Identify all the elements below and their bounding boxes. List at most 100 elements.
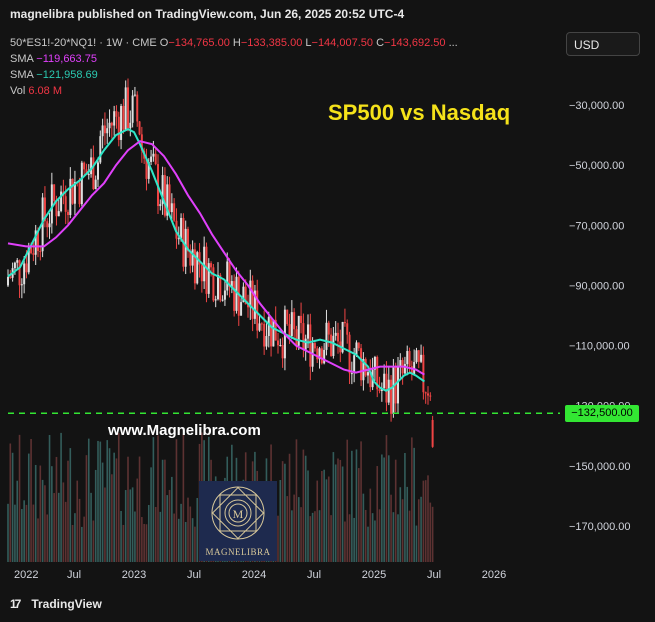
volume-bar <box>74 513 76 562</box>
volume-bar <box>397 514 399 562</box>
sma-lines <box>7 127 425 392</box>
volume-bar <box>173 513 175 562</box>
volume-bar <box>281 461 284 562</box>
volume-bar <box>385 435 388 562</box>
candle-body <box>73 182 76 204</box>
legend-sma-slow-row[interactable]: SMA −121,958.69 <box>10 67 458 83</box>
volume-bar <box>92 520 95 562</box>
candle-body <box>189 251 192 266</box>
volume-bar <box>7 503 9 562</box>
close-value: −143,692.50 <box>384 37 446 49</box>
footer-brand[interactable]: 17 TradingView <box>10 597 102 611</box>
candle-body <box>110 122 113 126</box>
volume-bar <box>16 480 19 562</box>
candle-body <box>117 116 120 140</box>
candle-body <box>34 230 37 255</box>
candle-body <box>260 323 263 325</box>
candle-body <box>177 238 180 240</box>
candle-body <box>13 262 16 269</box>
high-value: −133,385.00 <box>240 37 303 49</box>
candle-body <box>265 336 268 347</box>
candle-body <box>196 252 199 284</box>
open-value: −134,765.00 <box>168 37 230 49</box>
candle-body <box>122 105 125 130</box>
candle-body <box>240 302 243 316</box>
volume-bar <box>369 488 372 562</box>
volume-bar <box>147 504 150 562</box>
sma-line <box>7 140 425 376</box>
volume-bar <box>348 514 351 562</box>
candle-body <box>120 105 123 140</box>
candle-body <box>406 351 409 365</box>
volume-bar <box>57 492 60 562</box>
candle-body <box>85 169 88 175</box>
volume-bar <box>334 464 337 562</box>
legend-sma-fast-row[interactable]: SMA −119,663.75 <box>10 51 458 67</box>
candle-body <box>288 324 291 337</box>
currency-button[interactable]: USD <box>566 32 640 56</box>
volume-bar <box>108 448 111 562</box>
volume-value: 6.08 M <box>28 85 62 97</box>
volume-bar <box>87 438 90 562</box>
volume-bar <box>344 521 346 562</box>
volume-bar <box>64 501 67 562</box>
candle-body <box>69 178 72 215</box>
volume-bar <box>387 455 390 562</box>
y-tick-label: −50,000.00 <box>569 160 624 172</box>
x-tick-label: Jul <box>187 569 201 581</box>
volume-bar <box>14 504 16 562</box>
volume-bar <box>177 518 180 562</box>
candle-body <box>304 338 307 350</box>
candle-body <box>20 284 23 286</box>
candle-body <box>249 280 252 308</box>
volume-bar <box>346 439 349 562</box>
volume-bar <box>21 509 23 562</box>
y-tick-label: −110,000.00 <box>569 341 630 353</box>
candle-body <box>92 157 95 190</box>
chart-title: SP500 vs Nasdaq <box>328 100 511 125</box>
candle-body <box>330 334 333 356</box>
candle-body <box>267 317 270 337</box>
candle-body <box>108 122 111 129</box>
volume-bar <box>390 494 392 562</box>
candle-body <box>203 246 206 282</box>
volume-bar <box>351 450 353 562</box>
candle-body <box>43 197 46 222</box>
sma-line <box>7 127 425 392</box>
low-value: −144,007.50 <box>311 37 373 49</box>
candle-body <box>353 355 356 374</box>
candle-body <box>25 263 28 273</box>
candle-body <box>161 175 164 205</box>
volume-bar <box>83 516 85 562</box>
volume-bar <box>374 520 376 562</box>
volume-bar <box>189 506 192 562</box>
candle-body <box>403 364 406 374</box>
legend-ohlc-row[interactable]: 50*ES1!-20*NQ1! · 1W · CME O−134,765.00 … <box>10 35 458 51</box>
candle-body <box>237 276 240 316</box>
volume-bar <box>18 434 21 562</box>
candle-body <box>300 315 303 324</box>
volume-bar <box>90 492 92 562</box>
x-tick-label: Jul <box>307 569 321 581</box>
volume-bar <box>413 447 415 562</box>
symbol-name[interactable]: 50*ES1!-20*NQ1! · 1W · CME <box>10 37 157 49</box>
logo-mandala-icon: M <box>211 486 265 540</box>
candle-body <box>191 249 194 266</box>
x-tick-label: 2025 <box>362 569 386 581</box>
volume-bar <box>337 458 339 562</box>
volume-bar <box>117 432 120 562</box>
volume-bar <box>53 493 55 562</box>
volume-bar <box>415 525 418 562</box>
candle-body <box>247 304 249 308</box>
candle-body <box>187 228 189 252</box>
volume-bar <box>113 452 115 562</box>
legend-volume-row[interactable]: Vol 6.08 M <box>10 83 458 99</box>
more-icon[interactable]: ... <box>448 37 458 49</box>
volume-bar <box>32 504 35 562</box>
volume-label: Vol <box>10 85 26 97</box>
candle-body <box>408 351 411 367</box>
close-label: C <box>376 37 385 49</box>
volume-bar <box>25 504 28 562</box>
candle-body <box>327 322 330 335</box>
